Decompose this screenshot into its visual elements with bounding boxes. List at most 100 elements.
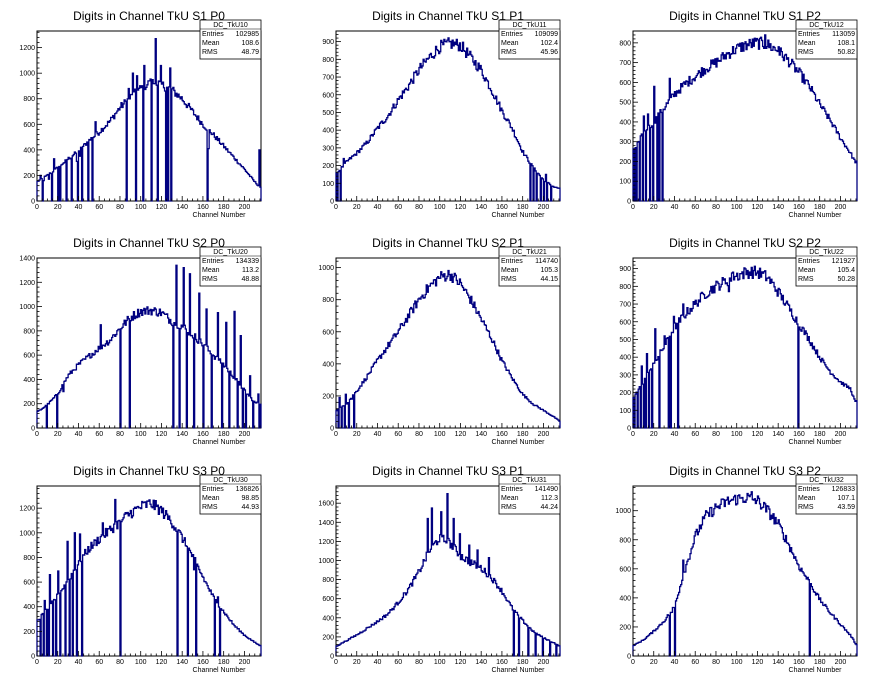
plot-frame (36, 485, 262, 657)
stats-label-entries: Entries (798, 486, 820, 493)
histogram-panel-9: Digits in Channel TkU S3 P2 0 20 40 60 80 100 1… (615, 464, 858, 674)
x-tick-label: 180 (218, 204, 230, 211)
stats-value-mean: 105.3 (540, 267, 558, 274)
x-tick-label: 20 (650, 431, 658, 438)
plot-frame (632, 485, 858, 657)
x-tick-label: 160 (793, 659, 805, 666)
y-tick-label: 600 (23, 353, 35, 360)
x-tick-label: 40 (75, 204, 83, 211)
x-tick-label: 40 (374, 431, 382, 438)
histogram-line (335, 37, 561, 202)
x-tick-label: 180 (517, 431, 529, 438)
y-tick-label: 900 (322, 39, 334, 46)
x-tick-label: 60 (691, 204, 699, 211)
y-tick-label: 800 (23, 555, 35, 562)
y-tick-label: 600 (23, 580, 35, 587)
y-tick-label: 1600 (318, 501, 334, 508)
chart-title: Digits in Channel TkU S2 P2 (669, 236, 821, 250)
histogram-panel-1: Digits in Channel TkU S1 P0 0 20 40 60 80 100 1… (19, 9, 262, 219)
x-axis-label: Channel Number (789, 439, 843, 446)
y-tick-label: 0 (627, 654, 631, 661)
y-tick-label: 1000 (318, 265, 334, 272)
x-tick-label: 80 (116, 659, 124, 666)
x-tick-label: 80 (712, 431, 720, 438)
stats-label-entries: Entries (202, 486, 224, 493)
y-tick-label: 1000 (19, 530, 35, 537)
stats-box-frame (498, 246, 561, 287)
x-tick-label: 140 (475, 204, 487, 211)
stats-name: DC_TkU12 (809, 22, 844, 29)
x-tick-label: 160 (496, 431, 508, 438)
stats-value-mean: 113.2 (242, 267, 259, 274)
y-tick-label: 600 (619, 319, 631, 326)
stats-box: DC_TkU30 Entries 136826 Mean 98.85 RMS 44.93 (199, 474, 262, 515)
x-tick-label: 120 (156, 204, 168, 211)
x-tick-label: 80 (712, 204, 720, 211)
x-tick-label: 40 (374, 204, 382, 211)
x-tick-label: 180 (218, 431, 230, 438)
y-tick-label: 600 (619, 80, 631, 87)
stats-value-rms: 45.96 (540, 49, 558, 56)
x-tick-label: 160 (197, 204, 209, 211)
stats-name: DC_TkU11 (512, 22, 546, 29)
histogram-panel-6: Digits in Channel TkU S2 P2 0 20 40 60 80 100 1… (619, 236, 858, 446)
x-tick-label: 0 (35, 204, 39, 211)
y-tick-label: 800 (322, 57, 334, 64)
y-tick-label: 700 (619, 302, 631, 309)
plot-frame (335, 485, 561, 657)
plot-frame (335, 257, 561, 429)
x-tick-label: 200 (538, 204, 550, 211)
histogram-line (632, 265, 858, 429)
stats-box: DC_TkU12 Entries 113059 Mean 108.1 RMS 50.82 (795, 19, 858, 60)
x-tick-label: 180 (218, 659, 230, 666)
x-tick-label: 200 (239, 431, 251, 438)
stats-label-rms: RMS (501, 276, 517, 283)
x-tick-label: 60 (95, 204, 103, 211)
stats-label-rms: RMS (202, 504, 218, 511)
x-tick-label: 60 (95, 431, 103, 438)
histogram-line (335, 269, 561, 429)
x-tick-label: 100 (135, 204, 147, 211)
x-tick-label: 120 (156, 431, 168, 438)
x-tick-label: 40 (75, 659, 83, 666)
x-axis-label: Channel Number (789, 667, 843, 674)
histogram-panel-2: Digits in Channel TkU S1 P1 0 20 40 60 80 100 1… (322, 9, 561, 219)
stats-value-entries: 136826 (236, 486, 259, 493)
x-tick-label: 20 (650, 204, 658, 211)
x-tick-label: 0 (334, 659, 338, 666)
x-tick-label: 120 (752, 659, 764, 666)
stats-name: DC_TkU20 (213, 249, 248, 256)
plot-frame (36, 257, 262, 429)
y-tick-label: 500 (619, 100, 631, 107)
stats-box-frame (199, 246, 262, 287)
stats-label-rms: RMS (798, 49, 814, 56)
histogram-line (335, 492, 561, 657)
stats-label-rms: RMS (202, 49, 218, 56)
stats-value-rms: 50.28 (837, 276, 855, 283)
y-tick-label: 500 (619, 337, 631, 344)
x-axis-label: Channel Number (492, 439, 546, 446)
stats-name: DC_TkU31 (512, 477, 547, 484)
x-tick-label: 200 (835, 659, 847, 666)
stats-label-rms: RMS (798, 504, 814, 511)
y-tick-label: 600 (322, 92, 334, 99)
stats-box-frame (795, 19, 858, 60)
x-tick-label: 0 (631, 659, 635, 666)
y-tick-label: 600 (23, 122, 35, 129)
y-tick-label: 600 (322, 329, 334, 336)
stats-label-mean: Mean (202, 495, 220, 502)
stats-label-entries: Entries (202, 258, 224, 265)
x-tick-label: 180 (517, 204, 529, 211)
plot-frame (36, 30, 262, 202)
x-tick-label: 100 (731, 659, 743, 666)
x-tick-label: 200 (239, 204, 251, 211)
stats-box-frame (498, 474, 561, 515)
stats-value-rms: 48.79 (241, 49, 259, 56)
y-tick-label: 200 (322, 634, 334, 641)
stats-value-entries: 109099 (535, 31, 558, 38)
x-tick-label: 20 (54, 204, 62, 211)
stats-box: DC_TkU31 Entries 141490 Mean 112.3 RMS 44.24 (498, 474, 561, 515)
y-tick-label: 800 (23, 96, 35, 103)
y-tick-label: 0 (330, 654, 334, 661)
x-tick-label: 60 (691, 659, 699, 666)
